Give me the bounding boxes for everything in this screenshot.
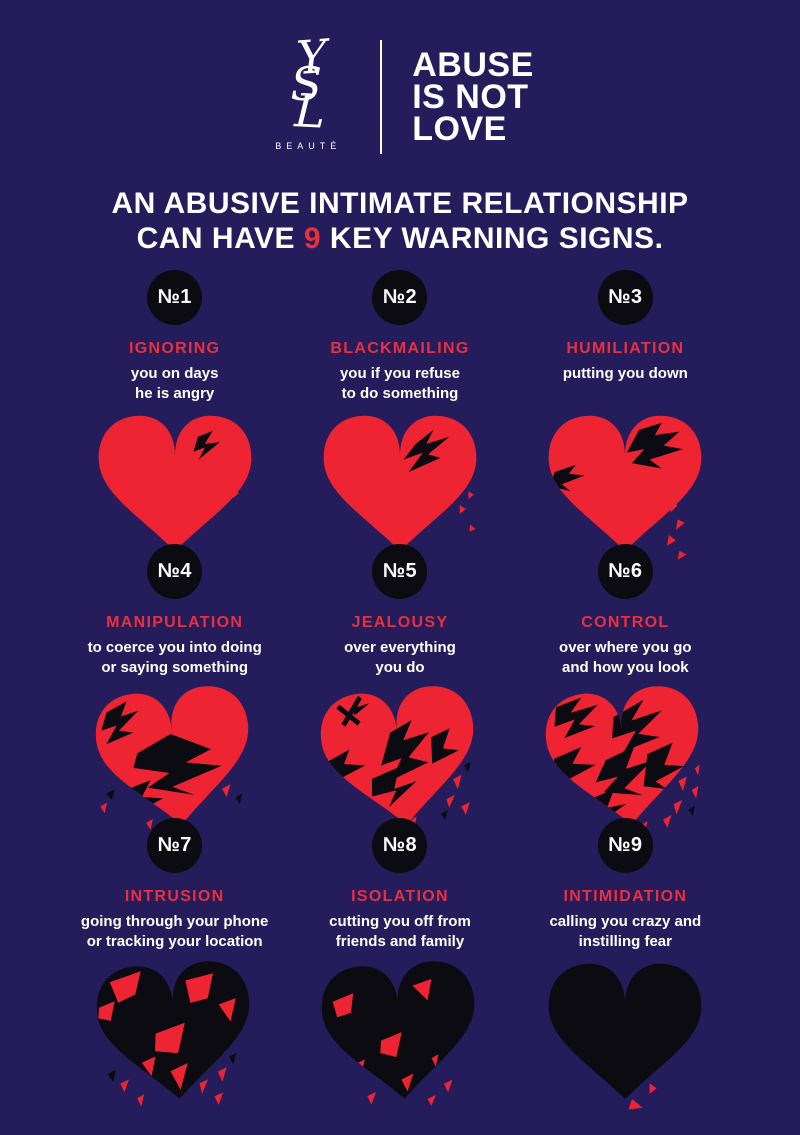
number-label: №3 <box>608 286 643 309</box>
number-label: №6 <box>608 560 643 583</box>
sign-description: you if you refuse to do something <box>339 365 460 402</box>
sign-title: ISOLATION <box>351 888 449 906</box>
headline-line1: AN ABUSIVE INTIMATE RELATIONSHIP <box>111 187 689 220</box>
sign-description: calling you crazy and instilling fear <box>549 913 702 950</box>
warning-sign-item: №2 BLACKMAILING you if you refuse to do … <box>287 270 512 552</box>
number-label: №4 <box>157 560 192 583</box>
sign-description: going through your phone or tracking you… <box>80 913 269 950</box>
number-badge: №5 <box>372 544 428 600</box>
ysl-monogram-icon: Y S L BEAUTÉ <box>266 29 350 151</box>
number-label: №8 <box>382 834 418 857</box>
number-badge: №2 <box>372 270 428 326</box>
headline: AN ABUSIVE INTIMATE RELATIONSHIP CAN HAV… <box>0 186 800 256</box>
campaign-title: ABUSE IS NOT LOVE <box>412 45 534 149</box>
warning-sign-item: №9 INTIMIDATION calling you crazy and in… <box>513 818 738 1110</box>
sign-title: INTIMIDATION <box>563 888 688 906</box>
sign-title: IGNORING <box>129 340 221 358</box>
number-label: №9 <box>608 834 643 857</box>
warning-signs-grid: №1 IGNORING you on days he is angry №2 B… <box>0 270 800 1110</box>
number-badge: №3 <box>597 270 653 326</box>
campaign-line: ABUSE <box>412 45 534 84</box>
sign-title: MANIPULATION <box>106 614 244 632</box>
number-label: №1 <box>157 286 192 309</box>
broken-heart-stage-8-icon <box>305 955 495 1111</box>
sign-description: cutting you off from friends and family <box>329 913 471 950</box>
number-badge: №9 <box>597 818 653 874</box>
sign-description: putting you down <box>562 365 688 383</box>
brand-divider <box>380 40 383 154</box>
ysl-monogram-letters: Y S L <box>266 29 350 139</box>
warning-sign-item: №7 INTRUSION going through your phone or… <box>62 818 287 1107</box>
headline-number: 9 <box>303 222 322 256</box>
number-badge: №8 <box>372 818 428 874</box>
warning-sign-item: №5 JEALOUSY over everything you do <box>287 544 512 830</box>
warning-sign-item: №4 MANIPULATION to coerce you into doing… <box>62 544 287 830</box>
sign-title: INTRUSION <box>124 888 225 906</box>
broken-heart-stage-5-icon <box>305 681 495 837</box>
monogram-letter-l: L <box>293 82 327 139</box>
sign-title: JEALOUSY <box>351 614 449 632</box>
number-badge: №1 <box>147 270 203 326</box>
sign-title: BLACKMAILING <box>330 340 470 358</box>
campaign-line: IS NOT <box>412 77 529 116</box>
warning-sign-item: №6 CONTROL over where you go and how you… <box>513 544 738 834</box>
beaute-label: BEAUTÉ <box>275 140 342 151</box>
number-badge: №6 <box>597 544 653 600</box>
broken-heart-stage-2-icon <box>305 407 495 563</box>
warning-sign-item: №8 ISOLATION cutting you off from friend… <box>287 818 512 1106</box>
sign-description: over everything you do <box>344 639 456 676</box>
header: Y S L BEAUTÉ ABUSE IS NOT LOVE <box>0 0 800 154</box>
sign-description: to coerce you into doing or saying somet… <box>87 639 262 676</box>
warning-sign-item: №3 HUMILIATION putting you down <box>513 270 738 560</box>
broken-heart-stage-9-icon <box>530 955 720 1111</box>
sign-description: over where you go and how you look <box>559 639 692 676</box>
warning-sign-item: №1 IGNORING you on days he is angry <box>62 270 287 552</box>
broken-heart-stage-3-icon <box>530 407 720 563</box>
number-label: №2 <box>382 286 418 309</box>
sign-title: CONTROL <box>581 614 670 632</box>
number-badge: №7 <box>147 818 203 874</box>
broken-heart-stage-4-icon <box>80 681 270 837</box>
headline-line2-prefix: CAN HAVE <box>136 222 304 256</box>
sign-description: you on days he is angry <box>130 365 219 402</box>
number-badge: №4 <box>147 544 203 600</box>
broken-heart-stage-7-icon <box>80 955 270 1111</box>
campaign-line: LOVE <box>412 110 507 149</box>
number-label: №5 <box>382 560 418 583</box>
broken-heart-stage-1-icon <box>80 407 270 563</box>
broken-heart-stage-6-icon <box>530 681 720 837</box>
headline-line2-suffix: KEY WARNING SIGNS. <box>321 222 664 256</box>
sign-title: HUMILIATION <box>566 340 685 358</box>
number-label: №7 <box>157 834 192 857</box>
